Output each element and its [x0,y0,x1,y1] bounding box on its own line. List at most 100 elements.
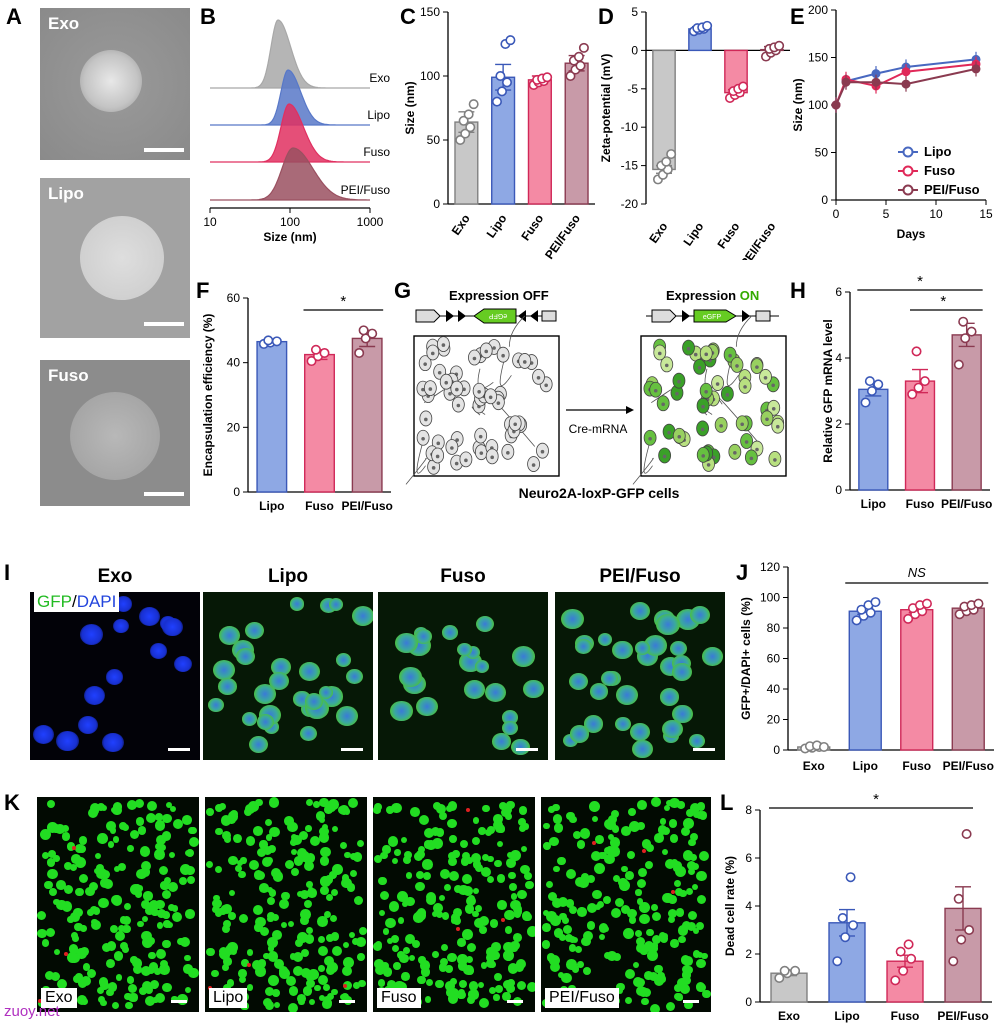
live-cell [300,948,310,958]
live-cell [579,828,591,839]
fluo-title-fuso: Fuso [440,566,486,587]
live-cell [123,902,132,910]
live-cell [466,955,474,963]
live-cell [610,809,620,819]
live-cell [468,990,477,999]
live-cell [319,856,329,866]
data-point [458,115,469,126]
cell [241,712,257,726]
live-cell [62,824,70,832]
live-cell [440,958,449,967]
cell [561,608,585,630]
live-cell [378,876,387,885]
cell [256,714,274,730]
data-point [495,71,506,82]
live-cell [133,964,143,975]
live-cell [162,813,172,824]
live-cell [118,924,126,932]
live-cell [486,875,494,883]
scale-bar [516,748,538,751]
category-label: Lipo [484,212,510,241]
data-point [358,325,369,336]
data-point [463,109,474,120]
x-tick-label: 5 [883,207,890,221]
cell [475,615,494,633]
live-cell [626,851,635,860]
cell [569,725,590,743]
live-cell [134,890,143,898]
live-cell [136,868,147,880]
live-cell [608,833,615,841]
live-cell [234,864,242,872]
live-cell [624,969,636,980]
live-cell [659,818,667,826]
live-cell [177,937,185,946]
data-point [263,335,274,346]
live-cell [686,921,697,932]
y-tick-label: 200 [808,3,828,17]
live-cell [695,958,706,969]
live-cell [268,974,280,986]
category-label: PEI/Fuso [941,497,992,511]
live-cell [590,850,602,862]
live-cell [471,836,480,845]
live-cell [349,852,357,860]
tem-image-lipo: Lipo [40,178,190,338]
live-cell [287,1002,299,1012]
live-cell [140,966,151,977]
data-point [895,946,906,957]
live-cell [458,961,468,971]
panel-letter-c: C [400,4,416,29]
live-cell [227,912,236,920]
cell [569,673,589,691]
live-cell [294,938,303,947]
live-cell [401,972,410,981]
cell [79,624,103,646]
live-cell [565,934,574,943]
live-cell [657,825,667,835]
live-cell [501,807,512,818]
live-cell [136,817,145,826]
dead-cell [592,840,597,845]
live-cell [686,860,697,871]
live-cell [696,894,707,905]
live-cell [161,889,171,899]
y-tick-label: 100 [808,98,828,112]
live-cell [274,959,285,970]
live-cell [607,951,617,961]
live-cell [342,942,349,949]
live-cell [510,945,518,953]
live-cell [158,865,168,875]
live-cell [526,926,535,938]
live-dead-label-pei-fuso: PEI/Fuso [545,988,619,1008]
live-cell [102,943,112,953]
panel-letter-f: F [196,278,210,303]
live-cell [180,937,191,948]
live-cell [576,906,587,917]
live-cell [651,797,661,808]
live-cell [304,934,315,944]
data-point [666,149,677,160]
live-cell [548,955,560,967]
legend-entry: PEI/Fuso [924,182,980,197]
live-cell [143,891,153,901]
cell [589,683,609,700]
live-cell [506,800,515,810]
live-cell [165,801,173,809]
live-cell [557,856,566,865]
live-cell [418,956,426,964]
data-point [779,965,790,976]
live-cell [332,946,343,957]
fluo-image-pei-fuso [555,592,725,760]
cell [77,716,99,735]
significance-marker: * [873,791,879,808]
live-cell [319,846,331,858]
live-cell [668,819,678,828]
live-cell [436,910,444,919]
live-cell [340,877,352,889]
live-cell [141,899,150,909]
fluo-image-exo [30,592,200,760]
live-cell [125,1001,133,1010]
bar-pei-fuso [951,607,985,751]
live-cell [171,905,179,912]
